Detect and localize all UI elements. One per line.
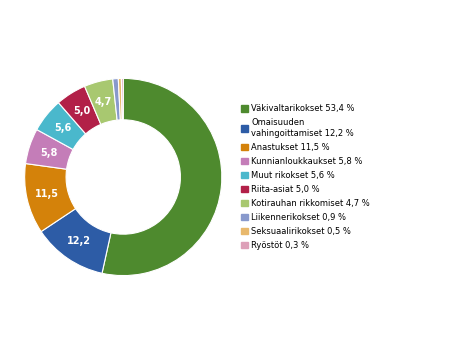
Wedge shape: [37, 103, 86, 149]
Text: 5,6: 5,6: [54, 123, 71, 133]
Text: 5,0: 5,0: [73, 106, 91, 116]
Wedge shape: [113, 79, 120, 120]
Wedge shape: [121, 78, 123, 120]
Text: 4,7: 4,7: [95, 97, 112, 107]
Wedge shape: [26, 130, 73, 169]
Wedge shape: [85, 79, 117, 124]
Wedge shape: [25, 164, 76, 232]
Legend: Väkivaltarikokset 53,4 %, Omaisuuden
vahingoittamiset 12,2 %, Anastukset 11,5 %,: Väkivaltarikokset 53,4 %, Omaisuuden vah…: [241, 104, 370, 250]
Text: 53,4: 53,4: [124, 175, 158, 189]
Text: 12,2: 12,2: [67, 236, 91, 246]
Wedge shape: [102, 78, 222, 276]
Wedge shape: [118, 79, 122, 120]
Wedge shape: [41, 209, 111, 273]
Wedge shape: [58, 86, 101, 134]
Text: 5,8: 5,8: [41, 148, 58, 158]
Text: 11,5: 11,5: [35, 189, 59, 199]
